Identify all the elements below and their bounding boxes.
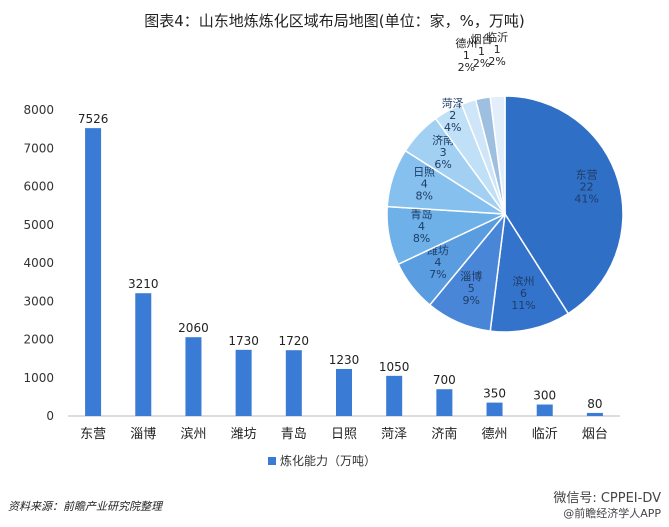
bar-value-label: 80 [587, 397, 602, 411]
bar-value-label: 350 [483, 387, 506, 401]
pie-label-line: 日照 [413, 166, 435, 179]
y-tick-label: 3000 [23, 294, 54, 308]
y-tick-label: 0 [46, 409, 54, 423]
pie-slice-label: 日照 4 8% [413, 166, 435, 203]
pie-label-line: 7% [429, 268, 446, 281]
pie-label-line: 4% [444, 121, 461, 134]
pie-label-line: 2% [458, 61, 475, 74]
bar [536, 404, 553, 416]
pie-label-line: 8% [413, 232, 430, 245]
pie-slice-label: 临沂 1 2% [486, 30, 508, 68]
pie-label-line: 6% [434, 158, 451, 171]
x-tick-label: 滨州 [180, 426, 206, 442]
bar [135, 293, 152, 416]
pie-slice-label: 东营 22 41% [574, 167, 598, 205]
bar-value-label: 1720 [279, 334, 310, 348]
pie-label-line: 德州 [455, 36, 477, 50]
pie-label-line: 11% [511, 299, 535, 312]
wechat-id: 微信号: CPPEI-DV [553, 491, 661, 506]
app-credit: @前瞻经济学人APP [563, 507, 661, 520]
pie-label-line: 1 [494, 43, 501, 56]
x-tick-label: 烟台 [582, 427, 608, 442]
pie-label-line: 2% [488, 55, 505, 68]
pie-label-line: 4 [421, 178, 428, 191]
bar-value-label: 3210 [128, 277, 159, 291]
bar [285, 350, 302, 416]
bar-value-label: 7526 [78, 112, 109, 126]
pie-label-line: 菏泽 [442, 97, 464, 110]
legend-swatch [268, 456, 276, 465]
pie-label-line: 烟台 [471, 32, 493, 46]
x-tick-label: 临沂 [532, 427, 558, 442]
pie-label-line: 2% [473, 57, 490, 70]
pie-label-line: 临沂 [486, 30, 508, 44]
source-note: 资料来源：前瞻产业研究院整理 [8, 500, 162, 513]
x-tick-label: 东营 [80, 427, 106, 442]
x-tick-label: 德州 [482, 427, 508, 442]
y-tick-label: 8000 [23, 103, 54, 117]
bar-value-label: 300 [533, 389, 556, 403]
pie-label-line: 41% [574, 192, 598, 205]
bar [85, 128, 102, 416]
pie-slice [489, 211, 570, 333]
x-tick-label: 日照 [331, 427, 357, 442]
x-tick-label: 淄博 [130, 427, 156, 442]
y-tick-label: 7000 [23, 141, 54, 155]
pie-label-line: 4 [418, 220, 425, 233]
bar [436, 389, 453, 416]
pie-label-line: 2 [449, 109, 456, 122]
y-tick-label: 5000 [23, 218, 54, 232]
x-tick-label: 济南 [431, 426, 457, 442]
pie-chart: 东营 22 41%滨州 6 11%淄博 5 9%潍坊 4 7%青岛 4 8%日照 4 8%济南 3 6%菏泽… [386, 30, 624, 333]
legend: 炼化能力（万吨） [268, 452, 376, 469]
pie-label-line: 青岛 [411, 207, 433, 221]
pie-label-line: 22 [580, 180, 594, 193]
pie-label-line: 4 [434, 256, 441, 269]
chart-title: 图表4：山东地炼炼化区域布局地图(单位：家，%，万吨) [144, 12, 525, 30]
y-tick-label: 1000 [23, 371, 54, 385]
pie-label-line: 滨州 [513, 274, 535, 288]
pie-slice-label: 青岛 4 8% [411, 207, 433, 245]
pie-label-line: 淄博 [460, 270, 482, 283]
bar-value-label: 2060 [178, 321, 209, 335]
bar-value-label: 1230 [329, 353, 360, 367]
bar [235, 349, 252, 416]
y-tick-label: 2000 [23, 333, 54, 347]
bar-value-label: 700 [433, 373, 456, 387]
x-tick-label: 潍坊 [231, 427, 257, 442]
pie-slice-label: 滨州 6 11% [511, 274, 535, 312]
pie-label-line: 6 [520, 287, 527, 300]
bar [386, 375, 403, 416]
x-tick-label: 青岛 [281, 426, 307, 442]
pie-label-line: 1 [463, 49, 470, 62]
y-tick-label: 4000 [23, 256, 54, 270]
pie-label-line: 东营 [576, 167, 598, 181]
pie-label-line: 9% [463, 294, 480, 307]
bar [185, 337, 202, 416]
bar-value-label: 1730 [228, 334, 259, 348]
pie-label-line: 1 [478, 45, 485, 58]
pie-slice-label: 菏泽 2 4% [442, 97, 464, 134]
bar-value-label: 1050 [379, 360, 410, 374]
bar [336, 368, 352, 416]
x-tick-label: 菏泽 [381, 427, 407, 442]
legend-label: 炼化能力（万吨） [280, 454, 377, 468]
bar-chart: 0 1000 2000 3000 4000 5000 6000 7000 8000 7526 东营 3… [23, 103, 620, 442]
pie-slice-label: 淄博 5 9% [460, 270, 482, 307]
bar [586, 412, 603, 416]
bar [486, 402, 503, 416]
pie-label-line: 8% [415, 190, 432, 203]
pie-label-line: 5 [468, 282, 475, 295]
pie-label-line: 3 [440, 146, 447, 159]
pie-slice-label: 烟台 1 2% [471, 32, 493, 70]
y-tick-label: 6000 [23, 180, 54, 194]
pie-slice-label: 德州 1 2% [455, 36, 477, 74]
pie-slice [489, 95, 506, 215]
